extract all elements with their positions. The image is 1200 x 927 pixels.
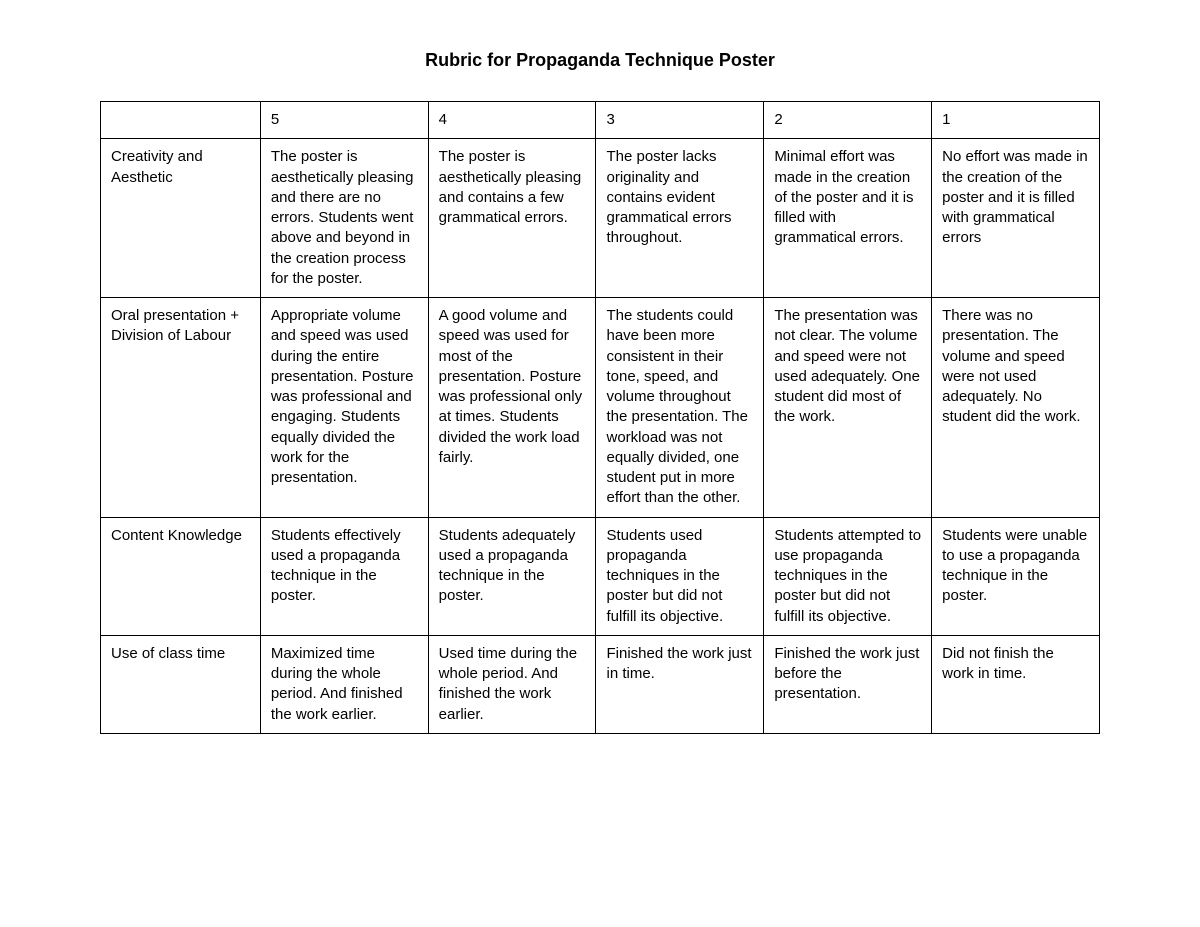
table-row: Creativity and Aesthetic The poster is a… <box>101 139 1100 298</box>
criteria-cell: Use of class time <box>101 635 261 733</box>
criteria-cell: Content Knowledge <box>101 517 261 635</box>
header-blank <box>101 102 261 139</box>
score-cell: Did not finish the work in time. <box>932 635 1100 733</box>
score-cell: The poster lacks originality and contain… <box>596 139 764 298</box>
score-cell: No effort was made in the creation of th… <box>932 139 1100 298</box>
header-score-5: 5 <box>260 102 428 139</box>
score-cell: Used time during the whole period. And f… <box>428 635 596 733</box>
criteria-cell: Creativity and Aesthetic <box>101 139 261 298</box>
header-score-3: 3 <box>596 102 764 139</box>
table-row: Oral presentation + Division of Labour A… <box>101 298 1100 518</box>
score-cell: Students used propaganda techniques in t… <box>596 517 764 635</box>
score-cell: Finished the work just before the presen… <box>764 635 932 733</box>
rubric-table: 5 4 3 2 1 Creativity and Aesthetic The p… <box>100 101 1100 734</box>
criteria-cell: Oral presentation + Division of Labour <box>101 298 261 518</box>
score-cell: The presentation was not clear. The volu… <box>764 298 932 518</box>
score-cell: There was no presentation. The volume an… <box>932 298 1100 518</box>
table-row: Content Knowledge Students effectively u… <box>101 517 1100 635</box>
score-cell: A good volume and speed was used for mos… <box>428 298 596 518</box>
page-title: Rubric for Propaganda Technique Poster <box>100 50 1100 71</box>
score-cell: Minimal effort was made in the creation … <box>764 139 932 298</box>
header-score-4: 4 <box>428 102 596 139</box>
score-cell: Finished the work just in time. <box>596 635 764 733</box>
rubric-body: Creativity and Aesthetic The poster is a… <box>101 139 1100 734</box>
score-cell: Students adequately used a propaganda te… <box>428 517 596 635</box>
table-header-row: 5 4 3 2 1 <box>101 102 1100 139</box>
score-cell: Students attempted to use propaganda tec… <box>764 517 932 635</box>
score-cell: Maximized time during the whole period. … <box>260 635 428 733</box>
score-cell: The poster is aesthetically pleasing and… <box>260 139 428 298</box>
header-score-2: 2 <box>764 102 932 139</box>
header-score-1: 1 <box>932 102 1100 139</box>
score-cell: Appropriate volume and speed was used du… <box>260 298 428 518</box>
score-cell: The students could have been more consis… <box>596 298 764 518</box>
table-row: Use of class time Maximized time during … <box>101 635 1100 733</box>
score-cell: The poster is aesthetically pleasing and… <box>428 139 596 298</box>
score-cell: Students effectively used a propaganda t… <box>260 517 428 635</box>
score-cell: Students were unable to use a propaganda… <box>932 517 1100 635</box>
